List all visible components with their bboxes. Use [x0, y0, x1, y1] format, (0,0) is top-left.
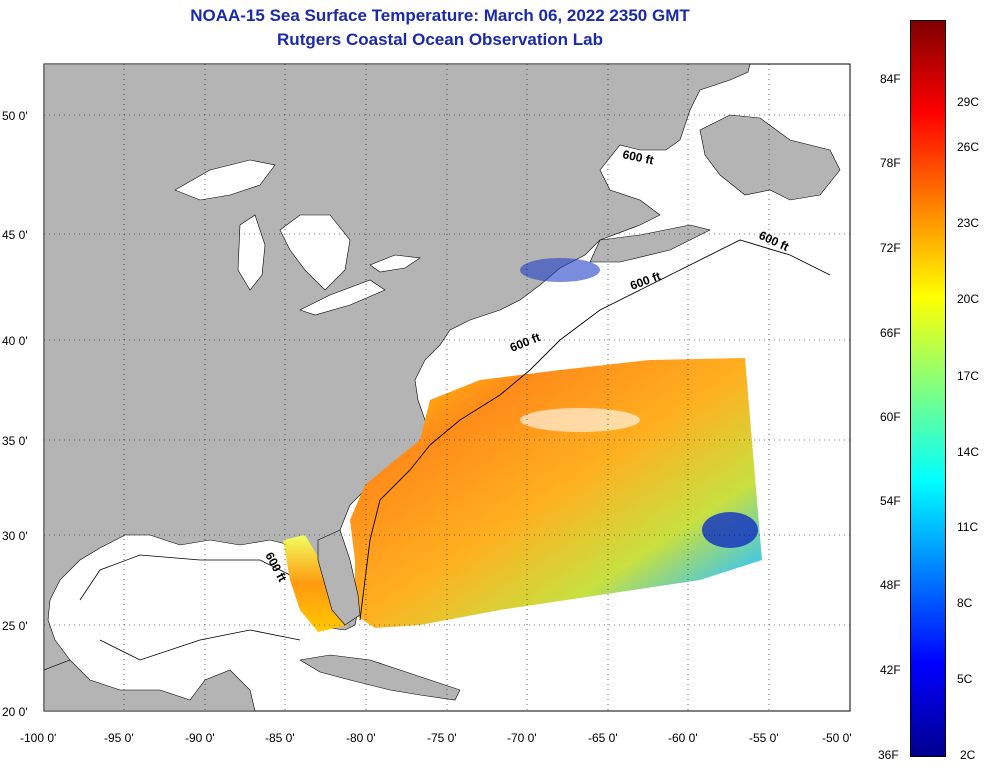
colorbar-c-label: 14C	[957, 445, 980, 459]
newfoundland-land	[699, 114, 841, 201]
colorbar-c-label: 11C	[957, 520, 979, 534]
lon-label: -55 0'	[749, 731, 779, 745]
colorbar-f-label: 60F	[880, 410, 901, 424]
lat-label: 45 0'	[2, 228, 28, 242]
lat-label: 20 0'	[2, 705, 28, 719]
lon-label: -60 0'	[668, 731, 698, 745]
lon-label: -65 0'	[588, 731, 618, 745]
colorbar-c-label: 20C	[957, 292, 980, 306]
lon-labels: -100 0' -95 0' -90 0' -85 0' -80 0' -75 …	[20, 731, 852, 745]
lon-label: -90 0'	[185, 731, 215, 745]
lat-label: 25 0'	[2, 619, 28, 633]
colorbar-c-label: 23C	[957, 216, 980, 230]
colorbar-c-label: 26C	[957, 140, 980, 154]
colorbar-f-label: 48F	[880, 578, 901, 592]
cuba-land	[299, 654, 461, 701]
temperature-colorbar	[910, 20, 946, 757]
colorbar-c-label: 2C	[960, 748, 976, 762]
yucatan-land	[43, 659, 256, 712]
lat-label: 35 0'	[2, 434, 28, 448]
lat-label: 30 0'	[2, 529, 28, 543]
map-subtitle: Rutgers Coastal Ocean Observation Lab	[277, 30, 603, 49]
colorbar-f-label: 42F	[880, 663, 901, 677]
colorbar-c-label: 17C	[957, 369, 980, 383]
lon-label: -75 0'	[427, 731, 457, 745]
colorbar-f-label: 66F	[880, 326, 901, 340]
lon-label: -85 0'	[265, 731, 295, 745]
colorbar-f-label: 54F	[880, 494, 901, 508]
lon-label: -50 0'	[822, 731, 852, 745]
depth-label: 600 ft	[621, 147, 655, 167]
florida-land	[317, 529, 361, 626]
great-lakes	[174, 159, 421, 316]
colorbar-c-label: 8C	[957, 596, 973, 610]
depth-contour	[359, 239, 831, 621]
lon-label: -80 0'	[346, 731, 376, 745]
lat-label: 50 0'	[2, 109, 28, 123]
colorbar-c-label: 29C	[957, 95, 980, 109]
lon-label: -95 0'	[104, 731, 134, 745]
lat-labels: 50 0' 45 0' 40 0' 35 0' 30 0' 25 0' 20 0…	[2, 109, 28, 719]
lon-label: -100 0'	[20, 731, 56, 745]
lat-label: 40 0'	[2, 334, 28, 348]
colorbar-c-label: 5C	[957, 672, 973, 686]
lon-label: -70 0'	[507, 731, 537, 745]
map-title: NOAA-15 Sea Surface Temperature: March 0…	[190, 6, 690, 25]
colorbar-f-label: 72F	[880, 241, 901, 255]
colorbar-f-label: 84F	[880, 72, 901, 86]
colorbar-f-label: 78F	[880, 156, 901, 170]
colorbar-f-label: 36F	[878, 748, 899, 762]
